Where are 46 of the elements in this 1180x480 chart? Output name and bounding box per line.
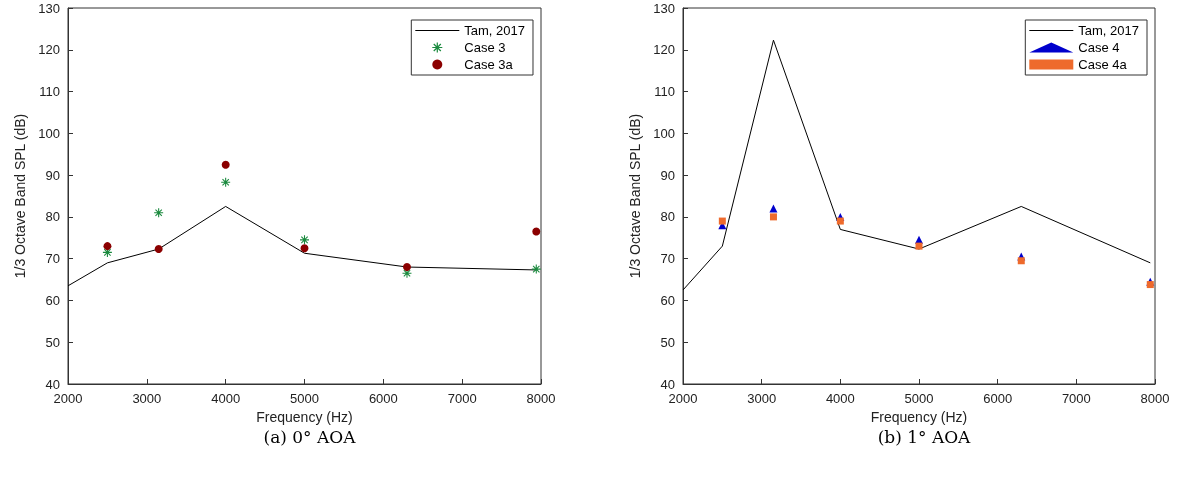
- y-tick-label: 120: [653, 42, 675, 58]
- legend-label: Tam, 2017: [464, 23, 525, 38]
- y-tick-label: 110: [654, 84, 675, 100]
- x-tick-label: 4000: [825, 391, 855, 406]
- y-tick-label: 110: [39, 84, 60, 100]
- x-tick-label: 5000: [290, 391, 319, 406]
- y-tick-label: 120: [38, 42, 60, 58]
- x-axis-title: Frequency (Hz): [256, 409, 353, 425]
- x-tick-label: 3000: [132, 391, 162, 406]
- legend-label: Tam, 2017: [1078, 23, 1139, 38]
- y-tick-label: 50: [45, 334, 60, 350]
- legend-label: Case 4a: [1078, 57, 1128, 72]
- y-tick-label: 80: [660, 209, 675, 225]
- x-axis-title: Frequency (Hz): [870, 409, 968, 425]
- y-tick-label: 130: [38, 0, 60, 16]
- text: (b) 1° AOA: [877, 426, 972, 447]
- x-tick-label: 2000: [668, 391, 698, 406]
- x-tick-label: 8000: [526, 391, 556, 406]
- y-tick-label: 40: [45, 376, 60, 392]
- x-tick-label: 4000: [211, 391, 241, 406]
- y-tick-label: 100: [653, 125, 675, 141]
- x-tick-label: 7000: [447, 391, 477, 406]
- x-tick-label: 8000: [1140, 391, 1170, 406]
- y-axis-title: 1/3 Octave Band SPL (dB): [12, 113, 29, 279]
- y-tick-label: 90: [45, 167, 60, 183]
- legend-label: Case 3a: [464, 57, 514, 72]
- x-tick-label: 2000: [53, 391, 83, 406]
- x-tick-label: 6000: [368, 391, 398, 406]
- y-tick-label: 40: [660, 376, 675, 392]
- x-tick-label: 6000: [983, 391, 1013, 406]
- y-tick-label: 70: [660, 251, 675, 267]
- x-tick-label: 3000: [747, 391, 777, 406]
- y-tick-label: 50: [660, 334, 675, 350]
- legend-label: Case 3: [464, 40, 506, 55]
- text: (a) 0° AOA: [263, 426, 357, 447]
- x-tick-label: 7000: [1061, 391, 1091, 406]
- y-tick-label: 60: [45, 292, 60, 308]
- y-tick-label: 70: [45, 251, 60, 267]
- y-tick-label: 80: [45, 209, 60, 225]
- y-tick-label: 130: [653, 0, 675, 16]
- y-axis-title: 1/3 Octave Band SPL (dB): [627, 113, 644, 279]
- y-tick-label: 90: [660, 167, 675, 183]
- legend-label: Case 4: [1078, 40, 1120, 55]
- x-tick-label: 5000: [904, 391, 934, 406]
- y-tick-label: 100: [38, 125, 60, 141]
- y-tick-label: 60: [660, 292, 675, 308]
